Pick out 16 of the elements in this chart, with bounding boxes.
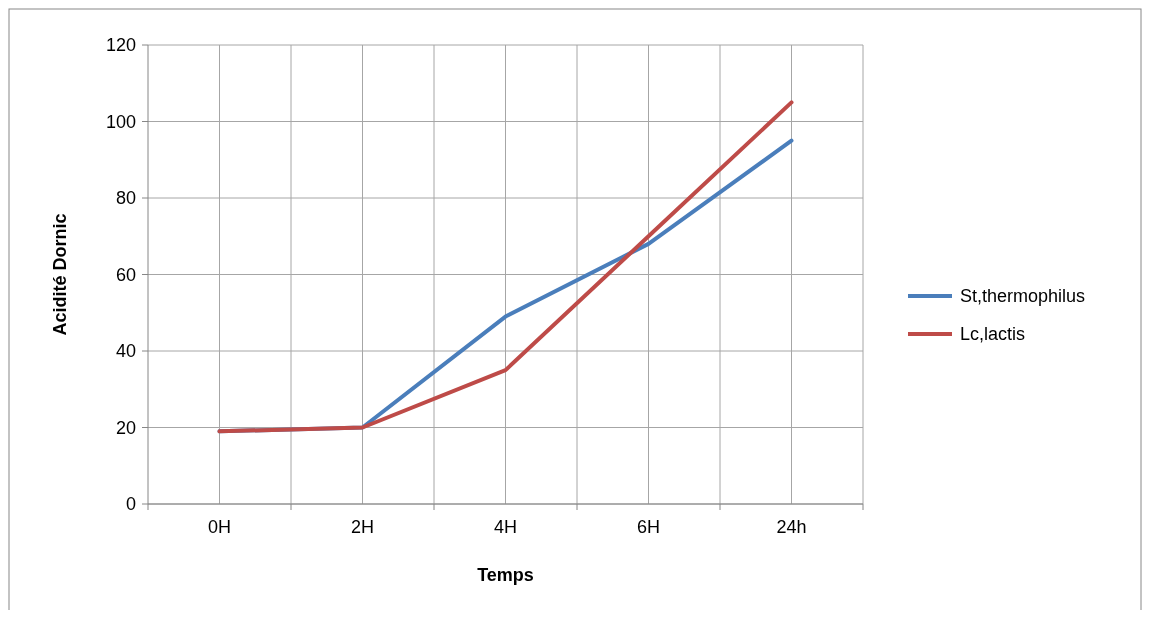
- y-tick-label: 20: [115, 417, 136, 438]
- legend-label: Lc,lactis: [960, 324, 1026, 345]
- y-tick-label: 120: [105, 35, 136, 56]
- y-tick-label: 80: [115, 188, 136, 209]
- y-axis-title: Acidité Dornic: [50, 213, 70, 336]
- x-axis-title: Temps: [477, 565, 534, 585]
- x-tick-label: 2H: [350, 517, 375, 537]
- x-tick-label: 0H: [207, 517, 232, 537]
- x-tick-label: 6H: [636, 517, 661, 537]
- x-tick-label: 4H: [493, 517, 518, 537]
- legend-label: St,thermophilus: [960, 286, 1086, 307]
- x-tick-label: 24h: [776, 517, 807, 537]
- y-tick-label: 100: [105, 111, 136, 132]
- y-tick-label: 40: [115, 341, 136, 362]
- y-tick-label: 60: [115, 264, 136, 285]
- y-tick-label: 0: [125, 494, 136, 515]
